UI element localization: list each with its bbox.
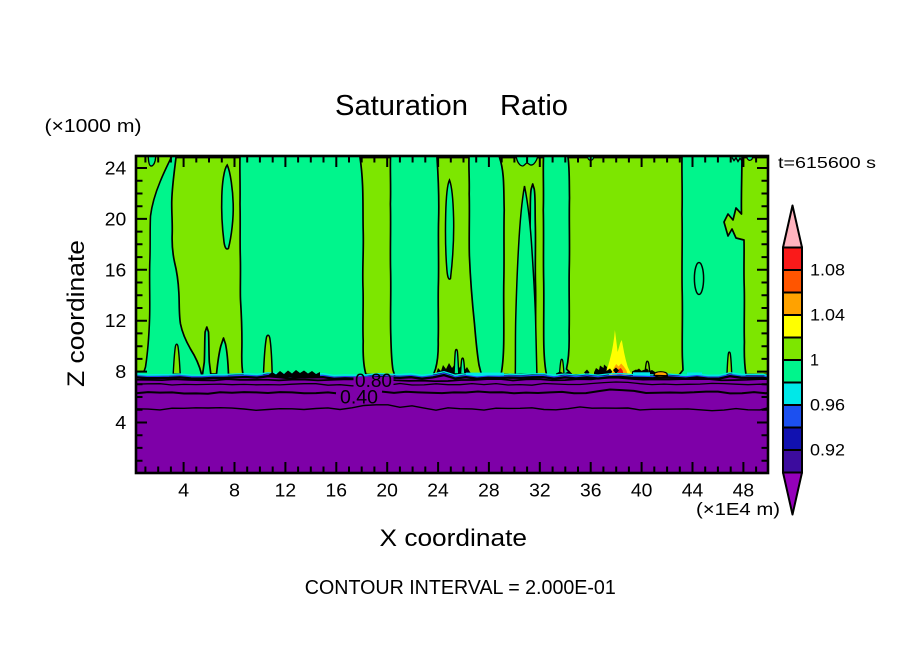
svg-text:20: 20: [105, 208, 127, 229]
svg-text:4: 4: [178, 480, 189, 501]
svg-text:16: 16: [326, 480, 348, 501]
svg-text:24: 24: [105, 158, 127, 179]
svg-text:0.96: 0.96: [810, 397, 845, 415]
svg-text:28: 28: [478, 480, 500, 501]
svg-text:20: 20: [376, 480, 398, 501]
svg-text:8: 8: [115, 361, 126, 382]
svg-text:(×1000 m): (×1000 m): [45, 115, 142, 136]
svg-text:4: 4: [115, 412, 126, 433]
svg-text:16: 16: [105, 259, 127, 280]
svg-text:X coordinate: X coordinate: [380, 525, 528, 552]
svg-text:32: 32: [529, 480, 551, 501]
svg-text:8: 8: [229, 480, 240, 501]
svg-text:1: 1: [810, 352, 819, 370]
svg-text:1.08: 1.08: [810, 262, 845, 280]
svg-text:1.04: 1.04: [810, 307, 845, 325]
svg-text:40: 40: [631, 480, 653, 501]
svg-text:(×1E4 m): (×1E4 m): [696, 499, 780, 519]
svg-text:12: 12: [105, 310, 127, 331]
svg-text:48: 48: [733, 480, 755, 501]
svg-text:Z coordinate: Z coordinate: [63, 240, 90, 387]
svg-text:24: 24: [427, 480, 449, 501]
svg-text:44: 44: [682, 480, 704, 501]
svg-text:Ratio: Ratio: [500, 90, 568, 122]
svg-text:CONTOUR INTERVAL = 2.000E-01: CONTOUR INTERVAL = 2.000E-01: [305, 577, 616, 599]
svg-text:12: 12: [275, 480, 297, 501]
svg-text:0.92: 0.92: [810, 442, 845, 460]
svg-text:0.40: 0.40: [340, 387, 378, 409]
svg-text:Saturation: Saturation: [335, 90, 468, 122]
svg-text:36: 36: [580, 480, 602, 501]
svg-text:t=615600 s: t=615600 s: [778, 155, 876, 172]
svg-text:0.80: 0.80: [355, 370, 392, 392]
